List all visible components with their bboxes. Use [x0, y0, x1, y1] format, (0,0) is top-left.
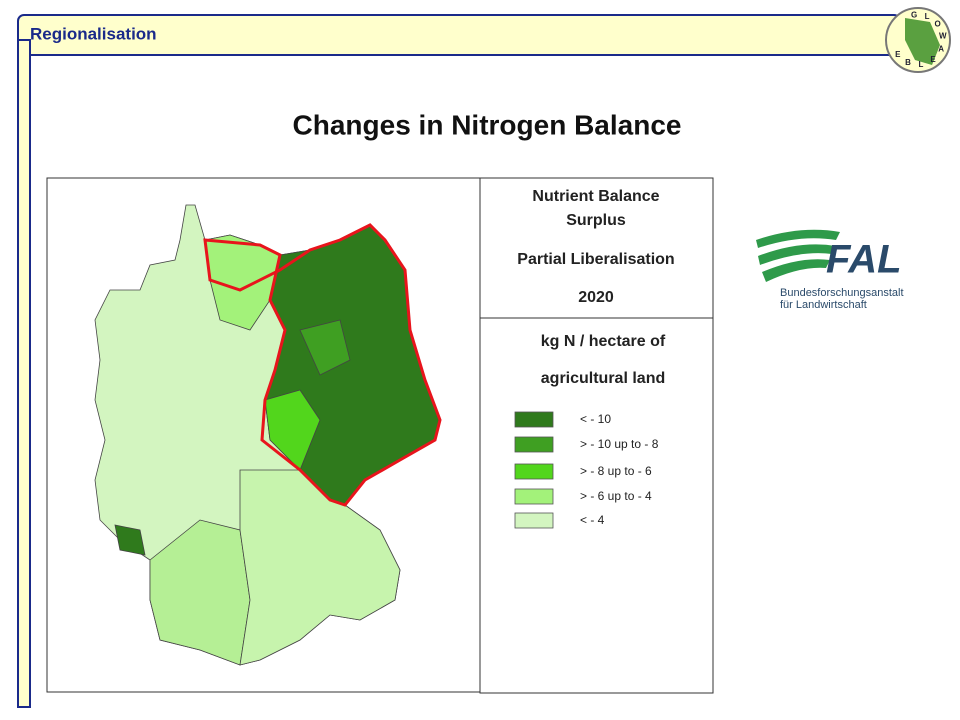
panel-heading: Nutrient Balance [532, 188, 659, 205]
legend-swatch [514, 411, 554, 428]
legend-label: > - 6 up to - 4 [580, 489, 652, 503]
side-bar [17, 39, 31, 708]
map [94, 204, 442, 666]
glowa-letter: W [939, 32, 947, 41]
panel-top [479, 177, 714, 319]
fal-logo [756, 229, 840, 282]
panel-bottom [479, 317, 714, 694]
header-label: Regionalisation [30, 24, 157, 43]
glowa-letter: B [905, 58, 911, 67]
legend-swatch [514, 488, 554, 505]
panel-heading: Surplus [566, 212, 626, 229]
fal-line: für Landwirtschaft [780, 299, 867, 311]
legend-label: > - 10 up to - 8 [580, 437, 659, 451]
glowa-letter: L [918, 60, 923, 69]
fal-line: Bundesforschungsanstalt [780, 287, 904, 299]
legend-swatch [514, 463, 554, 480]
glowa-letter: E [895, 50, 901, 59]
panel-scenario: Partial Liberalisation [517, 251, 674, 268]
glowa-letter: A [938, 45, 944, 54]
slide-title: Changes in Nitrogen Balance [293, 109, 682, 140]
legend-swatch [514, 436, 554, 453]
legend-label: < - 10 [580, 412, 611, 426]
panel-year: 2020 [578, 289, 614, 306]
glowa-letter: L [925, 12, 930, 21]
panel-unit: agricultural land [541, 370, 665, 387]
legend-swatch [514, 512, 554, 529]
legend-label: < - 4 [580, 513, 605, 527]
legend-label: > - 8 up to - 6 [580, 464, 652, 478]
glowa-letter: G [911, 10, 917, 19]
glowa-letter: O [935, 20, 941, 29]
glowa-letter: E [930, 55, 936, 64]
legend: < - 10 > - 10 up to - 8 > - 8 up to - 6 > -… [514, 411, 659, 529]
panel-unit: kg N / hectare of [541, 333, 666, 350]
glowa-logo [885, 7, 951, 73]
fal-name: FAL [826, 238, 902, 282]
